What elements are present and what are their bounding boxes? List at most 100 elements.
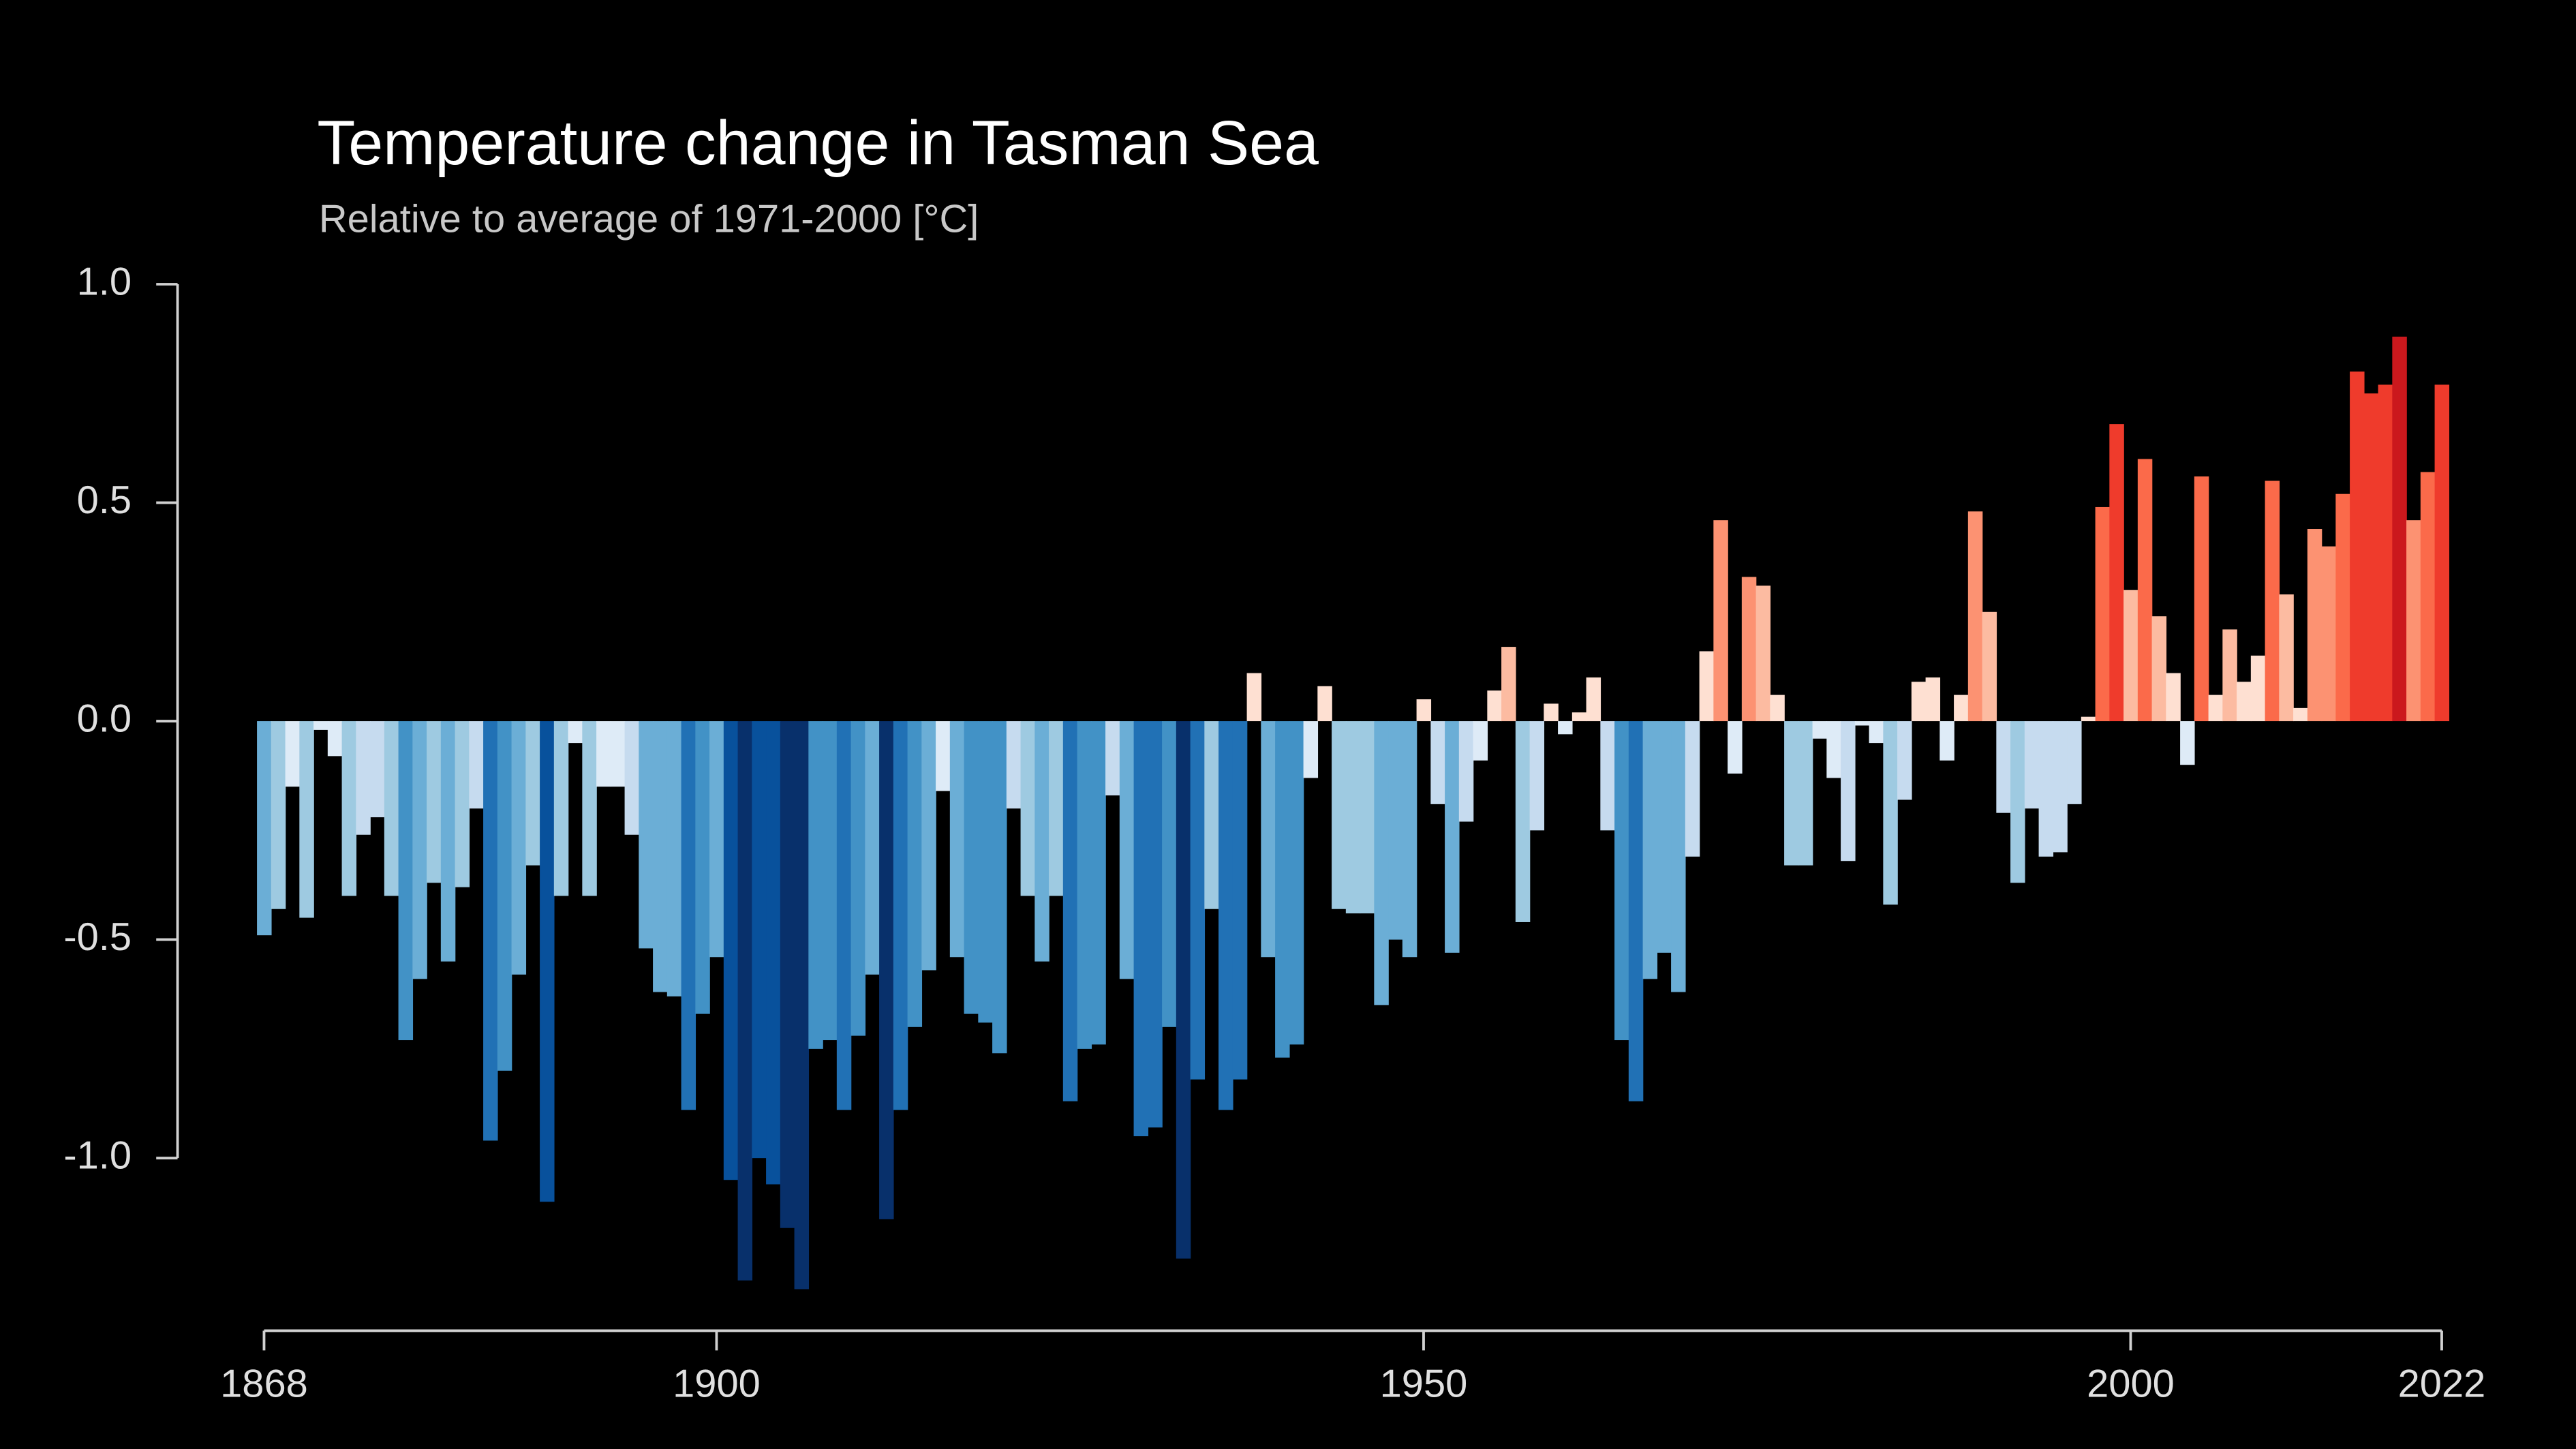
bar — [1854, 721, 1870, 726]
y-tick-label: 0.0 — [77, 697, 132, 740]
bar — [2406, 520, 2421, 722]
bar — [1091, 721, 1106, 1045]
x-tick-label: 1868 — [220, 1362, 308, 1406]
bar — [497, 721, 512, 1071]
bar — [1204, 721, 1219, 909]
bar — [2363, 393, 2379, 722]
bar — [313, 721, 328, 730]
bar — [907, 721, 923, 1027]
x-tick-label: 1950 — [1380, 1362, 1468, 1406]
bar — [1713, 520, 1728, 722]
bar — [553, 721, 569, 896]
bar — [1416, 699, 1432, 722]
bar — [1571, 712, 1587, 722]
bar — [1925, 677, 1941, 722]
bar — [2123, 590, 2138, 722]
bar — [624, 721, 640, 835]
bar — [992, 721, 1007, 1054]
bar — [384, 721, 399, 896]
bar — [780, 721, 795, 1228]
bar — [1784, 721, 1799, 866]
bar — [1911, 682, 1927, 722]
bar — [1755, 585, 1771, 722]
bar — [2095, 506, 2111, 722]
bar — [568, 721, 583, 744]
bar — [2420, 472, 2436, 722]
bar — [440, 721, 456, 962]
bar — [1148, 721, 1163, 1128]
bar — [2265, 481, 2280, 722]
bar — [1869, 721, 1884, 744]
bar — [1458, 721, 1474, 822]
bar — [1176, 721, 1191, 1259]
bar — [1798, 721, 1813, 866]
bar — [1982, 611, 1997, 722]
bar — [1939, 721, 1954, 761]
bar — [666, 721, 682, 996]
bar — [582, 721, 597, 896]
bar — [1741, 577, 1757, 722]
x-tick-label: 1900 — [673, 1362, 761, 1406]
bar — [1685, 721, 1700, 857]
bar — [1289, 721, 1304, 1045]
bar — [850, 721, 866, 1036]
bar — [596, 721, 611, 787]
bar — [398, 721, 414, 1041]
bar — [1487, 690, 1502, 722]
bar — [794, 721, 810, 1290]
bar — [1162, 721, 1177, 1027]
bar — [978, 721, 993, 1023]
bar — [949, 721, 965, 958]
bar — [1473, 721, 1488, 761]
bar — [356, 721, 371, 835]
bar — [1345, 721, 1361, 914]
bar — [723, 721, 739, 1180]
bar — [1544, 703, 1559, 722]
bar — [2250, 655, 2266, 722]
bar — [1133, 721, 1149, 1137]
bar — [2378, 384, 2393, 722]
bar — [2081, 716, 2096, 722]
bar — [1105, 721, 1120, 796]
y-tick-label: 1.0 — [77, 260, 132, 303]
bar — [540, 721, 555, 1202]
bar — [1303, 721, 1319, 778]
bar — [653, 721, 668, 992]
bar — [823, 721, 838, 1041]
bar — [1332, 721, 1347, 909]
bar — [2279, 594, 2294, 722]
bar — [2067, 721, 2082, 804]
bar — [2194, 476, 2209, 722]
bar — [1374, 721, 1389, 1005]
bar — [737, 721, 753, 1281]
bar — [921, 721, 936, 971]
bar — [1770, 695, 1785, 722]
bar — [1190, 721, 1206, 1080]
bar — [2392, 336, 2407, 722]
bar — [1430, 721, 1445, 804]
bar — [1699, 651, 1715, 722]
bar — [2222, 629, 2237, 722]
bar — [2010, 721, 2025, 883]
bar — [1232, 721, 1248, 1080]
bar — [2434, 384, 2450, 722]
bar — [1657, 721, 1672, 953]
bar — [1062, 721, 1078, 1101]
x-tick-label: 2000 — [2087, 1362, 2175, 1406]
bar — [2151, 616, 2167, 722]
bar — [1218, 721, 1233, 1110]
bar — [1996, 721, 2011, 813]
bar — [1402, 721, 1417, 958]
bar — [936, 721, 951, 791]
bar — [2024, 721, 2040, 809]
bar — [2208, 695, 2224, 722]
bar — [525, 721, 540, 866]
bar — [1246, 673, 1262, 722]
chart-subtitle: Relative to average of 1971-2000 [°C] — [319, 198, 979, 241]
bar — [639, 721, 654, 949]
bar — [766, 721, 781, 1185]
bar — [1515, 721, 1531, 922]
bar — [964, 721, 979, 1014]
bar — [2038, 721, 2054, 857]
bar — [511, 721, 527, 975]
